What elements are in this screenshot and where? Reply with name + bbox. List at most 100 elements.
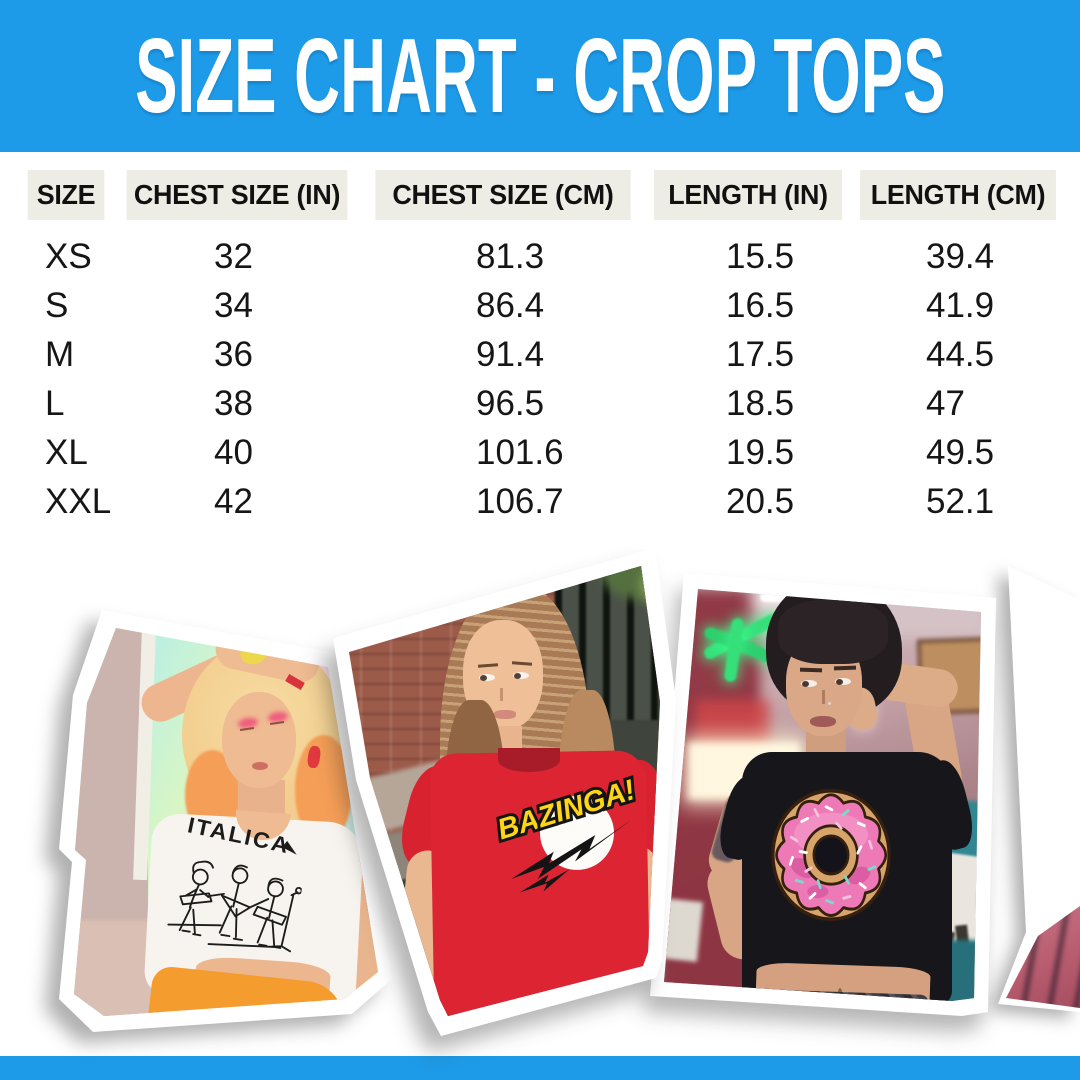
neon-palm-icon [702,610,782,662]
hanging-arm [324,848,378,1012]
arm [387,848,451,1016]
eye [513,672,529,679]
table-row: XXL 42 106.7 20.5 52.1 [0,478,1080,526]
red-earring [306,745,322,769]
closed-eye [239,727,255,731]
table-cell: 96.5 [476,384,545,423]
shirt-text-bazinga: BAZINGA! [491,771,642,849]
neck [806,728,846,770]
closed-eye [269,721,285,725]
sleeve [394,761,470,873]
ceiling-glow [750,589,981,640]
nose [822,690,825,704]
dark-building [555,566,660,830]
teal-booth [930,940,981,1001]
neckline [498,748,560,772]
lips [494,710,516,719]
eyebrow [477,663,499,668]
table-cell: S [45,286,69,325]
magenta-stripe [330,940,338,1016]
footer-bar [0,1056,1080,1080]
neckline [234,810,291,842]
fence-railing [349,875,467,1016]
white-crop-top [143,812,365,1006]
arm [614,843,660,1016]
table-cell: 36 [214,335,253,374]
table-cell: 20.5 [726,482,795,521]
table-cell: XL [45,433,88,472]
ketchup-bottle [752,846,772,902]
bazinga-white-circle [540,796,614,870]
holographic-background [74,628,378,1016]
column-header: SIZE [27,170,105,220]
neon-palm-icon [702,625,782,667]
raised-forearm [845,656,961,710]
table-cell: XXL [45,482,112,521]
yellow-scrunchie [236,635,272,669]
blurred-diner-corner [1006,906,1080,1008]
table-cell: 32 [214,237,253,276]
table-cell: 91.4 [476,335,545,374]
table-cell: 38 [214,384,253,423]
table-cell: XS [45,237,92,276]
hair-over-shoulder [558,690,616,930]
neon-palm-icon [723,617,745,683]
foliage [640,566,660,610]
blur-bars [1006,906,1080,1008]
column-header: LENGTH (CM) [860,170,1056,220]
table-leg [918,929,956,1001]
table-cell: 81.3 [476,237,545,276]
door-frame [133,628,157,881]
iris [480,675,487,681]
sleeve [610,756,660,862]
iris [802,681,809,687]
raised-arm [135,646,253,728]
patterned-pants [751,988,929,1001]
table-cell: 34 [214,286,253,325]
table-cell: 41.9 [926,286,995,325]
table-cell: 17.5 [726,335,795,374]
sprinkles [788,805,877,905]
page-title: SIZE CHART - CROP TOPS [134,16,946,135]
pink-eyeshadow [237,716,259,730]
table-cell: 40 [214,433,253,472]
brick-wall [349,566,660,1016]
raised-arm [901,677,966,803]
table-cell: 44.5 [926,335,995,374]
eyebrow [511,661,533,666]
column-header: CHEST SIZE (IN) [126,170,348,220]
blonde-hair [182,640,345,830]
pink-eyeshadow [267,710,289,724]
column-header: CHEST SIZE (CM) [375,170,631,220]
lips [810,716,836,727]
table-cell: 52.1 [926,482,995,521]
neon-sign-red [695,700,770,760]
table-cell: 15.5 [726,237,795,276]
eye [835,678,851,685]
table-cell: M [45,335,75,374]
table-row: L 38 96.5 18.5 47 [0,380,1080,428]
face [222,692,296,788]
table-cell: 86.4 [476,286,545,325]
table-leg [955,924,977,1001]
sleeve [714,772,772,864]
table-cell: 101.6 [476,433,564,472]
neck [238,780,285,830]
teal-bench [896,797,981,865]
yellow-panel [298,870,378,1016]
eyebrow [833,665,857,671]
diner-table [664,898,704,962]
face [786,634,862,736]
wall-lower [74,920,160,1016]
band-line-art [167,860,303,953]
black-crop-top [742,752,952,1001]
iris [514,673,521,679]
